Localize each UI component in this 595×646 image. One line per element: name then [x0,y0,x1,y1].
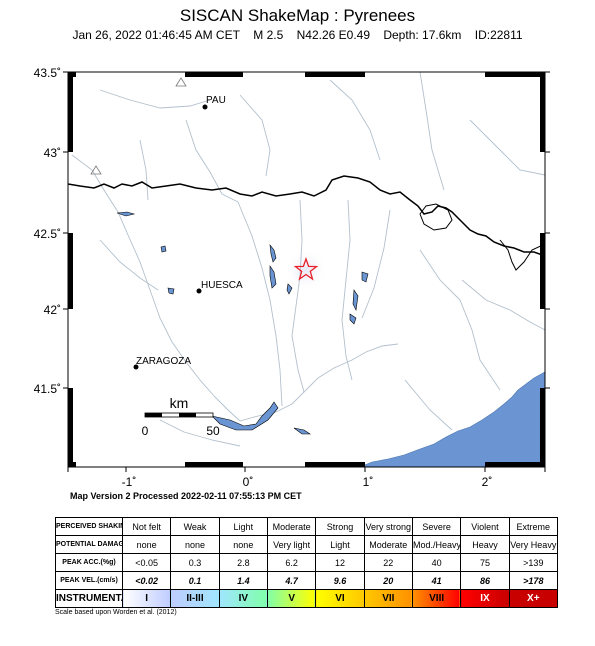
event-id: ID:22811 [474,28,523,42]
scale-note: Scale based upon Worden et al. (2012) [55,609,177,616]
legend-cell: 86 [460,571,510,590]
lat-label: 41.5˚ [34,382,61,396]
legend-cell: Severe [411,517,462,536]
row-header: PEAK VEL.(cm/s) [55,571,123,590]
scale-bar: km 0 50 [142,395,220,438]
lat-label: 42˚ [44,303,61,317]
legend-cell: <0.02 [121,571,172,590]
legend-cell: >178 [508,571,559,590]
legend-cell: Moderate [266,517,317,536]
event-date: Jan 26, 2022 01:46:45 AM CET [72,28,240,42]
intensity-cell: X+ [508,589,559,608]
city-marker-zaragoza [133,364,139,370]
peak-icon [175,77,187,87]
legend-row-damage: POTENTIAL DAMAGE none none none Very lig… [55,535,559,554]
legend-cell: Very Heavy [508,535,559,554]
scale-end: 50 [206,424,220,438]
legend-cell: Not felt [121,517,172,536]
country-border [68,175,545,257]
row-header: PEAK ACC.(%g) [55,553,123,572]
epicenter-star-icon [293,257,319,281]
legend-row-acc: PEAK ACC.(%g) <0.05 0.3 2.8 6.2 12 22 40… [55,553,559,572]
intensity-cell: VI [315,589,365,608]
reservoirs [116,211,369,435]
intensity-cell: VII [363,589,413,608]
legend-cell: Very strong [363,517,413,536]
legend-cell: <0.05 [121,553,172,572]
legend-cell: 0.3 [170,553,220,572]
city-label-pau: PAU [206,95,226,106]
map-title: SISCAN ShakeMap : Pyrenees [179,6,416,25]
shaking-area [284,248,328,292]
andorra-border [419,203,453,231]
legend-cell: >139 [508,553,559,572]
city-marker-pau [202,104,208,110]
axis-ticks [63,71,550,472]
scale-start: 0 [142,424,149,438]
lon-label: -1˚ [122,475,137,489]
row-header: POTENTIAL DAMAGE [55,535,123,554]
map-version: Map Version 2 Processed 2022-02-11 07:55… [70,491,302,501]
legend-cell: 9.6 [315,571,365,590]
legend-cell: 40 [411,553,462,572]
lat-label: 43˚ [44,146,61,160]
legend-cell: Moderate [363,535,413,554]
legend-cell: Strong [315,517,365,536]
lat-label: 42.5˚ [34,227,61,241]
legend-cell: Violent [460,517,510,536]
row-header: PERCEIVED SHAKING [55,517,123,536]
legend-cell: Heavy [460,535,510,554]
intensity-cell: IV [218,589,268,608]
legend-cell: Very light [266,535,317,554]
intensity-cell: IX [460,589,510,608]
intensity-cell: V [266,589,317,608]
lat-label: 43.5˚ [34,66,61,80]
city-marker-huesca [196,288,202,294]
row-header: INSTRUMENTAL INTENSITY [55,589,123,608]
legend-cell: none [121,535,172,554]
lon-label: 2˚ [482,475,493,489]
legend-cell: 1.4 [218,571,268,590]
shakemap: PAU HUESCA ZARAGOZA [34,66,550,489]
legend-cell: 75 [460,553,510,572]
city-label-zaragoza: ZARAGOZA [136,356,191,367]
lon-label: 0˚ [243,475,254,489]
legend-cell: Weak [170,517,220,536]
lon-label: 1˚ [363,475,374,489]
coastline [499,239,545,271]
rivers [71,72,545,447]
event-magnitude: M 2.5 [253,28,284,42]
legend-cell: Light [218,517,268,536]
legend-cell: Light [315,535,365,554]
legend-row-intensity: INSTRUMENTAL INTENSITY I II-III IV V VI … [55,589,559,608]
intensity-cell: VIII [411,589,462,608]
frame-bars [68,72,545,467]
legend-cell: none [170,535,220,554]
legend-cell: 0.1 [170,571,220,590]
peak-icon [90,165,102,175]
intensity-cell: II-III [170,589,220,608]
legend-cell: 12 [315,553,365,572]
legend-cell: 4.7 [266,571,317,590]
legend-cell: 41 [411,571,462,590]
legend-cell: 2.8 [218,553,268,572]
event-location: N42.26 E0.49 [296,28,370,42]
legend-row-shaking: PERCEIVED SHAKING Not felt Weak Light Mo… [55,517,559,536]
legend-cell: 20 [363,571,413,590]
event-info: Jan 26, 2022 01:46:45 AM CET M 2.5 N42.2… [0,28,595,42]
city-label-huesca: HUESCA [201,280,243,291]
legend-cell: 6.2 [266,553,317,572]
legend-cell: 22 [363,553,413,572]
intensity-cell: I [121,589,172,608]
legend-cell: none [218,535,268,554]
event-depth: Depth: 17.6km [383,28,462,42]
legend-cell: Extreme [508,517,559,536]
sea [359,371,545,467]
legend-row-vel: PEAK VEL.(cm/s) <0.02 0.1 1.4 4.7 9.6 20… [55,571,559,590]
legend-cell: Mod./Heavy [411,535,462,554]
intensity-legend: PERCEIVED SHAKING Not felt Weak Light Mo… [55,517,559,608]
scale-unit: km [170,395,189,411]
